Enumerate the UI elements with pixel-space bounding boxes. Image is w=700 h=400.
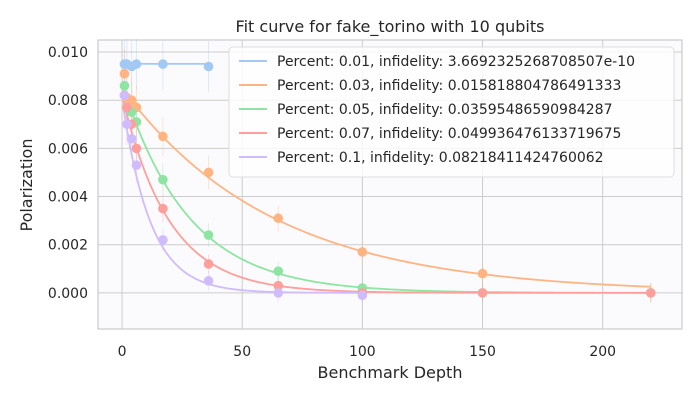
y-ticks: 0.000 0.002 0.004 0.006 0.008 0.010 (48, 45, 88, 302)
data-point (645, 288, 656, 298)
y-tick-label: 0.010 (48, 45, 88, 61)
data-point (158, 59, 168, 69)
data-point (131, 160, 142, 171)
data-point (203, 259, 214, 269)
data-point (126, 95, 137, 106)
data-point (477, 288, 488, 298)
x-tick-label: 200 (589, 344, 616, 360)
legend-entry: Percent: 0.01, infidelity: 3.66923252687… (277, 54, 635, 70)
fit-curve (122, 105, 363, 294)
data-point (131, 143, 142, 154)
data-point (158, 174, 168, 185)
data-point (119, 68, 130, 79)
y-axis-label: Polarization (17, 139, 36, 232)
x-tick-label: 150 (469, 344, 496, 360)
y-tick-label: 0.006 (48, 141, 88, 157)
chart-title: Fit curve for fake_torino with 10 qubits (236, 17, 545, 37)
legend: Percent: 0.01, infidelity: 3.66923252687… (228, 46, 675, 178)
data-point (122, 119, 132, 130)
data-point (126, 133, 137, 144)
legend-entry: Percent: 0.1, infidelity: 0.082184114247… (277, 150, 604, 166)
x-tick-label: 50 (233, 344, 251, 360)
data-point (131, 59, 142, 69)
plot-frame (97, 39, 683, 330)
data-point (158, 235, 168, 245)
data-point (273, 280, 284, 291)
data-point (273, 266, 284, 277)
y-tick-label: 0.000 (48, 286, 88, 302)
fit-curve (122, 89, 651, 288)
data-point (273, 213, 284, 224)
x-tick-label: 0 (118, 344, 127, 360)
data-point (158, 131, 168, 142)
data-point (273, 288, 284, 298)
x-tick-label: 100 (349, 344, 376, 360)
data-point (203, 276, 214, 286)
data-point (203, 230, 214, 240)
data-point (122, 102, 132, 113)
legend-entry: Percent: 0.07, infidelity: 0.04993647613… (277, 126, 621, 142)
data-point (119, 90, 130, 101)
legend-entry: Percent: 0.05, infidelity: 0.03595486590… (277, 102, 612, 118)
x-axis-label: Benchmark Depth (318, 363, 463, 382)
data-point (357, 247, 368, 257)
x-ticks: 0 50 100 150 200 (118, 344, 616, 360)
data-point (119, 80, 130, 91)
data-point (477, 268, 488, 279)
data-point (203, 167, 214, 178)
data-point (357, 290, 368, 301)
legend-box (228, 46, 675, 178)
data-points (119, 59, 656, 301)
y-tick-label: 0.008 (48, 93, 88, 109)
legend-entry: Percent: 0.03, infidelity: 0.01581880478… (277, 78, 621, 94)
data-point (158, 203, 168, 214)
data-point (203, 61, 214, 72)
y-tick-label: 0.004 (48, 190, 88, 206)
y-tick-label: 0.002 (48, 238, 88, 254)
